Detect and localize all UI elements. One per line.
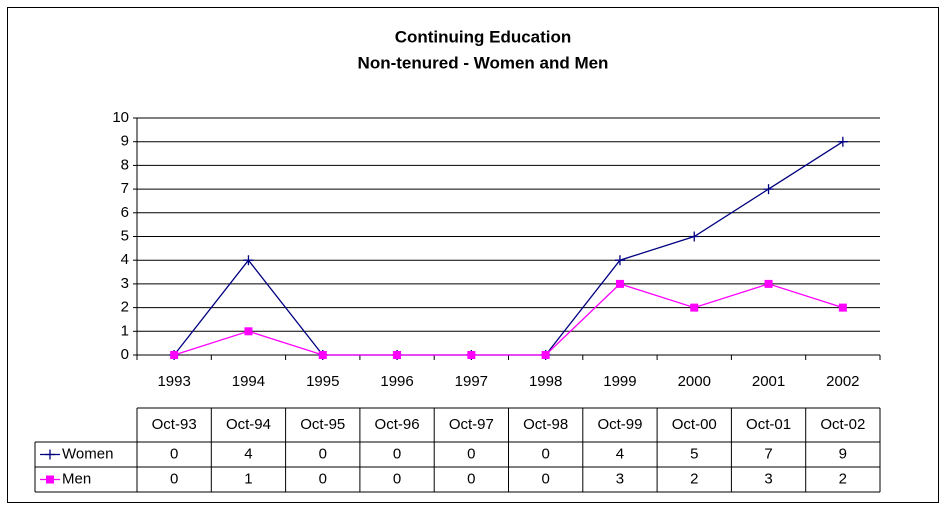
table-value: 0 [319, 445, 327, 462]
table-value: 7 [764, 445, 772, 462]
table-header: Oct-00 [672, 416, 717, 433]
point [614, 255, 625, 266]
x-tick-label: 2000 [678, 373, 711, 390]
table-header: Oct-97 [449, 416, 494, 433]
legend-key-marker [46, 475, 54, 484]
point [318, 351, 327, 359]
table-value: 0 [467, 445, 475, 462]
legend-label: Women [62, 445, 113, 462]
legend-label: Men [62, 470, 91, 487]
table-value: 3 [764, 470, 772, 487]
table-header: Oct-02 [820, 416, 865, 433]
y-tick-label: 0 [121, 346, 129, 363]
point [689, 231, 700, 242]
table-value: 0 [393, 470, 401, 487]
table-header: Oct-95 [300, 416, 345, 433]
table-value: 0 [170, 470, 178, 487]
x-tick-label: 2001 [752, 373, 785, 390]
point [170, 351, 179, 359]
x-tick-label: 1994 [232, 373, 265, 390]
table-header: Oct-93 [152, 416, 197, 433]
point [467, 351, 476, 359]
table-value: 2 [690, 470, 698, 487]
table-value: 4 [244, 445, 252, 462]
point [244, 327, 253, 336]
y-tick-label: 7 [121, 180, 129, 197]
point [837, 136, 848, 147]
table-value: 2 [839, 470, 847, 487]
x-tick-label: 1993 [157, 373, 190, 390]
point [763, 184, 774, 195]
table-value: 3 [616, 470, 624, 487]
chart-subtitle: Non-tenured - Women and Men [358, 53, 609, 72]
point [541, 351, 550, 359]
y-tick-label: 6 [121, 204, 129, 221]
point [690, 303, 699, 312]
table-value: 0 [393, 445, 401, 462]
point [838, 303, 847, 312]
series-line [173, 283, 844, 356]
point [393, 351, 402, 359]
y-tick-label: 4 [121, 251, 129, 268]
table-header: Oct-01 [746, 416, 791, 433]
y-tick-label: 1 [121, 322, 129, 339]
table-header: Oct-99 [597, 416, 642, 433]
x-tick-label: 1997 [455, 373, 488, 390]
point [243, 255, 254, 266]
y-tick-label: 2 [121, 299, 129, 316]
point [615, 279, 624, 288]
table-value: 0 [541, 445, 549, 462]
table-header: Oct-98 [523, 416, 568, 433]
point [764, 279, 773, 288]
table-value: 0 [170, 445, 178, 462]
table-value: 4 [616, 445, 624, 462]
table-header: Oct-96 [375, 416, 420, 433]
table-value: 9 [839, 445, 847, 462]
chart-border [7, 7, 939, 503]
table-value: 5 [690, 445, 698, 462]
x-tick-label: 2002 [826, 373, 859, 390]
y-tick-label: 9 [121, 133, 129, 150]
table-value: 0 [319, 470, 327, 487]
table-header: Oct-94 [226, 416, 271, 433]
y-tick-label: 8 [121, 156, 129, 173]
table-value: 0 [541, 470, 549, 487]
x-tick-label: 1999 [603, 373, 636, 390]
legend-key-marker [45, 449, 55, 460]
x-tick-label: 1998 [529, 373, 562, 390]
table-value: 1 [244, 470, 252, 487]
x-tick-label: 1995 [306, 373, 339, 390]
y-tick-label: 10 [112, 109, 129, 126]
chart-title: Continuing Education [395, 27, 572, 46]
y-tick-label: 5 [121, 227, 129, 244]
y-tick-label: 3 [121, 275, 129, 292]
table-value: 0 [467, 470, 475, 487]
x-tick-label: 1996 [380, 373, 413, 390]
